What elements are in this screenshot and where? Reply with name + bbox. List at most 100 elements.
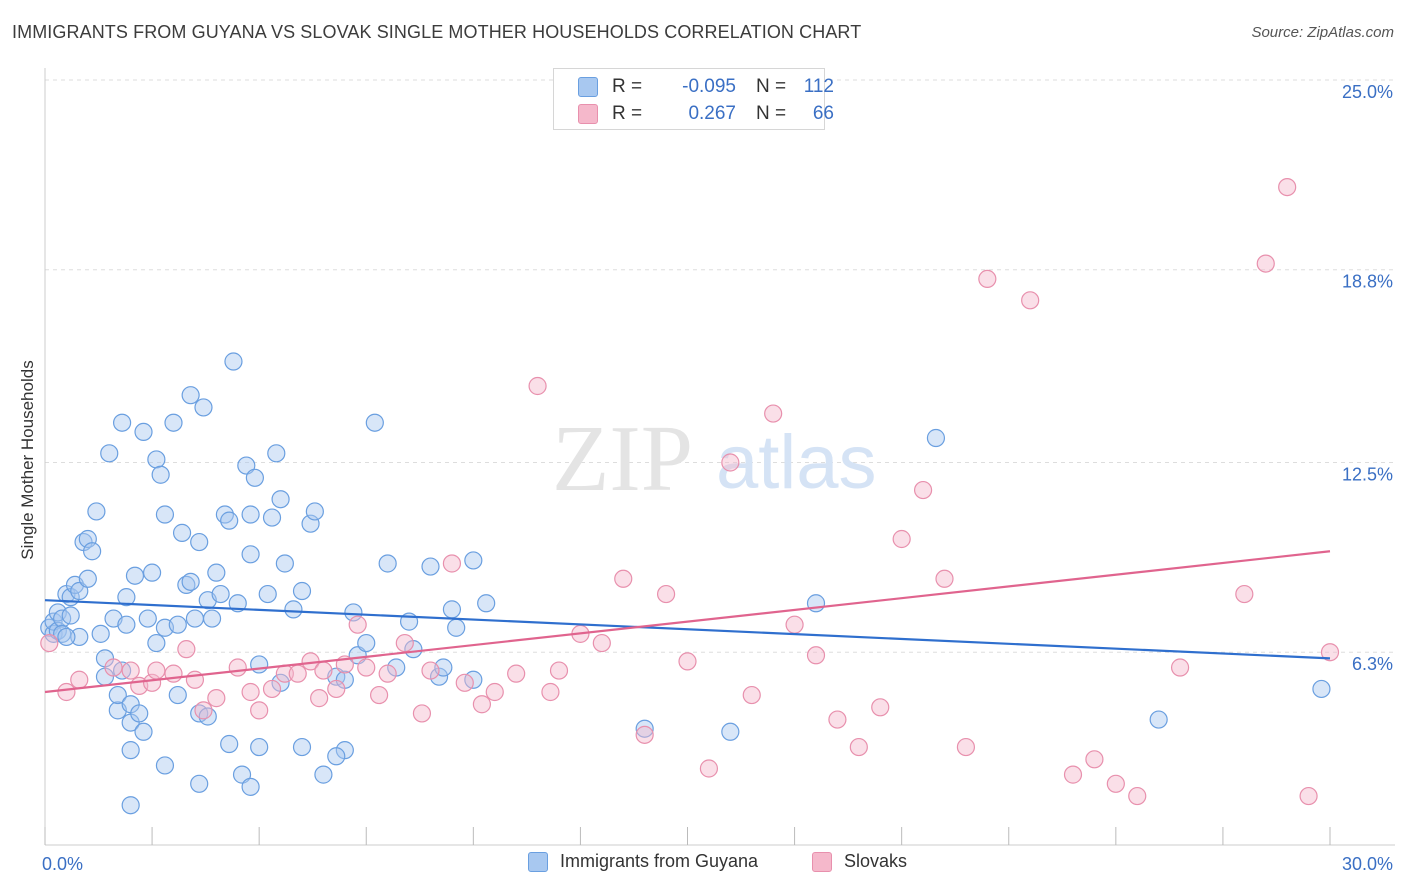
guyana-point xyxy=(134,722,153,741)
guyana-point xyxy=(1312,679,1331,699)
trend-line-slovaks xyxy=(44,550,1331,694)
swatch-guyana xyxy=(578,77,598,97)
legend-label-slovaks: Slovaks xyxy=(844,851,908,871)
legend-swatch-slovaks xyxy=(812,851,832,872)
watermark-atlas: atlas xyxy=(716,420,877,505)
x-tick-label: 30.0% xyxy=(1342,854,1393,874)
slovak-point xyxy=(935,569,954,588)
slovak-point xyxy=(194,701,213,720)
guyana-point xyxy=(83,542,102,561)
slovak-point xyxy=(1278,178,1297,197)
guyana-point xyxy=(228,594,247,613)
guyana-point xyxy=(117,588,136,607)
guyana-point xyxy=(100,444,119,463)
guyana-point xyxy=(155,756,175,775)
guyana-point xyxy=(314,765,333,784)
slovak-point xyxy=(978,269,997,288)
slovak-point xyxy=(357,658,376,677)
slovak-point xyxy=(541,682,560,702)
y-tick-label: 12.5% xyxy=(1342,465,1393,485)
n-value: 66 xyxy=(812,103,834,124)
guyana-point xyxy=(250,737,269,757)
swatch-slovaks xyxy=(578,104,598,124)
slovak-point xyxy=(310,689,329,708)
guyana-point xyxy=(635,719,654,738)
guyana-point xyxy=(292,737,312,757)
guyana-point xyxy=(130,704,149,723)
guyana-point xyxy=(151,465,170,484)
guyana-point xyxy=(211,584,230,604)
slovak-point xyxy=(892,529,911,549)
guyana-point xyxy=(138,609,157,628)
slovak-point xyxy=(507,664,526,683)
slovak-point xyxy=(472,695,491,714)
guyana-point xyxy=(378,554,397,573)
guyana-point xyxy=(464,551,483,570)
guyana-point xyxy=(267,444,286,463)
slovak-point xyxy=(485,682,504,702)
stats-legend: R = -0.095 N = 112 R = 0.267 N = 66 xyxy=(553,68,834,130)
x-tick-label: 0.0% xyxy=(42,854,83,874)
guyana-point xyxy=(224,352,243,371)
guyana-point xyxy=(421,557,440,576)
guyana-point xyxy=(271,490,290,509)
y-tick-label: 18.8% xyxy=(1342,272,1393,292)
guyana-point xyxy=(142,563,162,582)
guyana-point xyxy=(125,566,145,585)
guyana-point xyxy=(61,606,80,625)
guyana-point xyxy=(164,413,183,432)
slovak-point xyxy=(656,584,676,604)
slovak-point xyxy=(1256,254,1275,273)
legend-swatch-guyana xyxy=(528,851,548,872)
slovak-point xyxy=(421,661,440,680)
slovak-point xyxy=(828,710,847,729)
slovak-point xyxy=(849,737,868,757)
y-tick-label: 25.0% xyxy=(1342,82,1393,102)
guyana-point xyxy=(155,505,175,524)
slovak-point xyxy=(327,679,346,699)
guyana-point xyxy=(447,618,466,637)
guyana-point xyxy=(220,734,239,754)
slovak-point xyxy=(104,658,123,677)
slovak-point xyxy=(1235,584,1254,604)
slovak-point xyxy=(742,685,761,705)
slovak-point xyxy=(1106,774,1125,793)
r-label: R = xyxy=(612,76,643,97)
guyana-point xyxy=(185,609,205,628)
r-value: -0.095 xyxy=(682,76,736,97)
guyana-point xyxy=(134,422,153,441)
guyana-point xyxy=(292,581,312,601)
guyana-point xyxy=(275,554,294,573)
legend-label-guyana: Immigrants from Guyana xyxy=(560,851,759,871)
slovak-point xyxy=(1320,643,1340,662)
slovak-point xyxy=(207,689,226,708)
guyana-point xyxy=(181,572,200,591)
slovak-point xyxy=(871,698,890,717)
slovak-point xyxy=(614,569,633,588)
slovak-point xyxy=(314,661,333,680)
n-label: N = xyxy=(756,76,787,97)
slovak-point xyxy=(348,615,367,634)
trend-line-guyana xyxy=(44,599,1331,660)
slovak-point xyxy=(177,640,196,659)
slovak-point xyxy=(806,646,826,665)
y-axis-label: Single Mother Households xyxy=(18,360,37,560)
slovak-point xyxy=(528,376,547,396)
slovak-point xyxy=(378,664,397,683)
chart-title: IMMIGRANTS FROM GUYANA VS SLOVAK SINGLE … xyxy=(12,22,862,42)
guyana-point xyxy=(168,685,187,705)
slovak-point xyxy=(1128,786,1147,806)
slovak-point xyxy=(442,554,462,573)
stats-row-slovaks: R = 0.267 N = 66 xyxy=(554,102,834,126)
slovak-point xyxy=(185,670,205,689)
guyana-point xyxy=(168,615,187,634)
watermark-zip: ZIP xyxy=(552,407,693,511)
slovak-point xyxy=(1063,765,1083,784)
guyana-point xyxy=(121,741,140,760)
r-label: R = xyxy=(612,103,643,124)
guyana-point xyxy=(121,796,140,815)
slovak-point xyxy=(262,679,282,699)
slovak-point xyxy=(412,704,432,723)
guyana-point xyxy=(241,777,260,796)
